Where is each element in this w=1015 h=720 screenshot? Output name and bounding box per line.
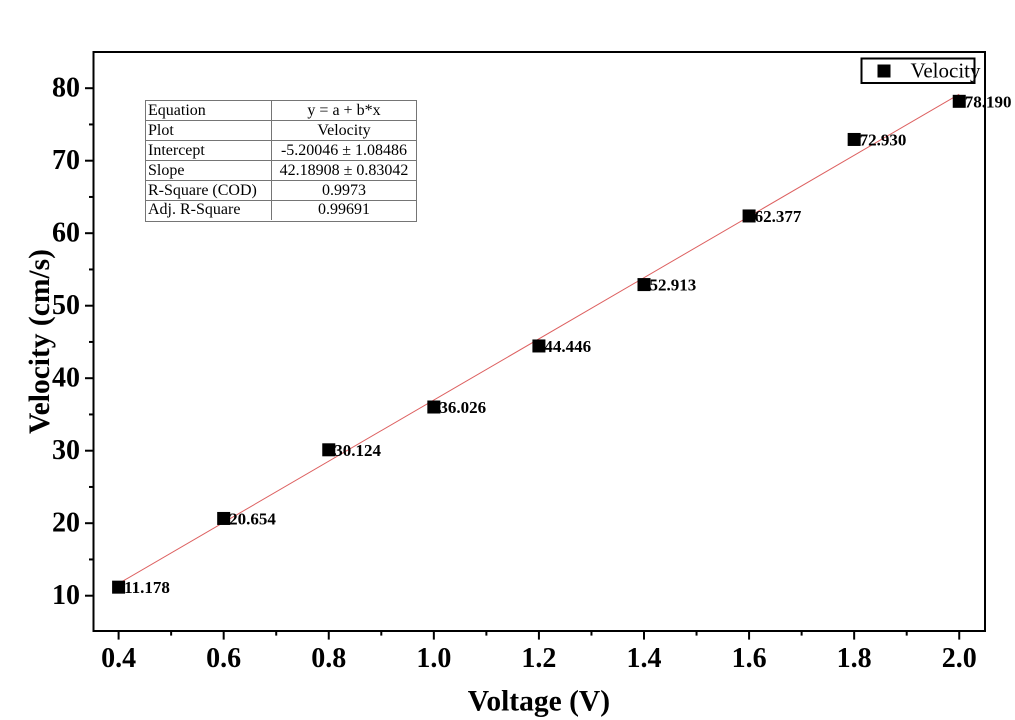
data-point [322, 443, 336, 457]
data-point-label: 20.654 [229, 509, 276, 528]
data-point [112, 580, 126, 594]
data-point-label: 72.930 [860, 130, 907, 149]
axis-ticks [85, 87, 961, 640]
stat-label: Slope [146, 161, 272, 181]
stat-label: Equation [146, 101, 272, 121]
fit-line [118, 93, 960, 584]
x-tick-label: 2.0 [942, 643, 977, 674]
stat-label: R-Square (COD) [146, 181, 272, 201]
data-point [952, 94, 966, 108]
y-axis-tick-labels: 10 20 30 40 50 60 70 80 [52, 73, 80, 612]
data-point-label: 36.026 [439, 398, 486, 417]
x-tick-label: 0.4 [101, 643, 136, 674]
fit-line-group [118, 93, 960, 584]
legend-label: Velocity [911, 59, 981, 83]
stat-value: Velocity [272, 121, 416, 141]
stat-value: 0.99691 [318, 201, 370, 218]
stat-value: 42.18908 ± 0.83042 [272, 161, 416, 181]
stat-value: -5.20046 ± 1.08486 [272, 141, 416, 161]
data-point [217, 511, 231, 525]
y-tick-label: 30 [52, 435, 80, 466]
x-tick-label: 0.8 [311, 643, 346, 674]
stat-label: Adj. R-Square [146, 201, 272, 220]
data-point [532, 339, 546, 353]
y-axis-title: Velocity (cm/s) [24, 249, 56, 434]
y-tick-label: 50 [52, 290, 80, 321]
y-tick-label: 20 [52, 508, 80, 539]
data-point-label: 62.377 [755, 207, 802, 226]
x-axis-tick-labels: 0.4 0.6 0.8 1.0 1.2 1.4 1.6 1.8 2.0 [101, 643, 977, 674]
data-point-label: 52.913 [650, 276, 697, 295]
legend: Velocity [860, 57, 981, 84]
x-tick-label: 1.0 [416, 643, 451, 674]
data-point [742, 209, 756, 223]
stat-value: 0.9973 [272, 181, 416, 201]
x-tick-label: 1.6 [732, 643, 767, 674]
stat-label: Intercept [146, 141, 272, 161]
plot-frame-rect [92, 51, 986, 632]
data-point-label: 78.190 [965, 92, 1012, 111]
y-tick-label: 70 [52, 145, 80, 176]
stat-label: Plot [146, 121, 272, 141]
data-point [427, 400, 441, 414]
x-tick-label: 1.2 [521, 643, 556, 674]
x-tick-label: 1.8 [837, 643, 872, 674]
data-point-label: 44.446 [544, 337, 591, 356]
y-tick-label: 80 [52, 73, 80, 104]
plot-frame [92, 51, 986, 632]
x-axis-title: Voltage (V) [468, 686, 610, 718]
data-points-group [112, 94, 966, 594]
stats-table: Equation y = a + b*x Plot Velocity Intercept… [145, 100, 417, 222]
data-point [637, 278, 651, 292]
y-tick-label: 40 [52, 363, 80, 394]
x-tick-label: 0.6 [206, 643, 241, 674]
y-tick-label: 60 [52, 218, 80, 249]
data-point [847, 132, 861, 146]
data-point-label: 11.178 [124, 578, 170, 597]
data-point-label: 30.124 [334, 441, 381, 460]
stat-value: y = a + b*x [272, 101, 416, 121]
y-tick-label: 10 [52, 580, 80, 611]
data-point-labels-group: 11.178 20.654 30.124 36.026 44.446 52.913 62.3… [124, 92, 1011, 597]
x-tick-label: 1.4 [627, 643, 662, 674]
legend-marker-icon [877, 64, 891, 78]
